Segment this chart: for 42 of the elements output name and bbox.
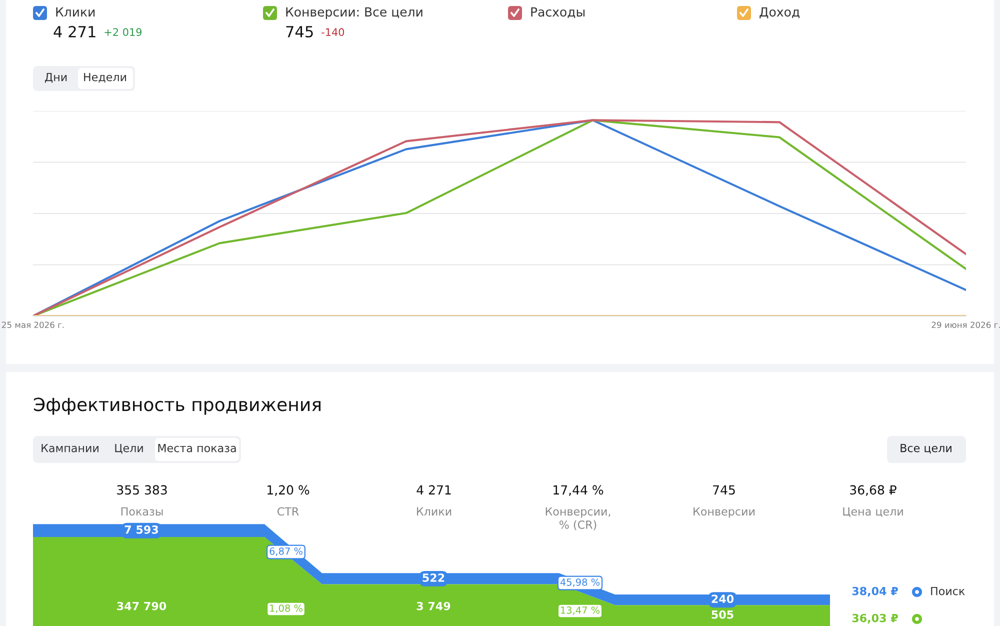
x-tick-label: 25 мая 2026 г. [2, 322, 64, 328]
text: 745 [713, 485, 735, 495]
text: 745 [286, 26, 313, 38]
text: 4 271 [416, 485, 451, 494]
text: Дни [44, 72, 67, 83]
category-label: Конверсии, % (CR) [546, 507, 610, 530]
legend-label: Расходы [531, 7, 585, 18]
data-label: 3 749 [416, 602, 450, 610]
text: Эффективность продвижения [34, 398, 320, 415]
text: 1,20 % [268, 485, 310, 496]
category-label: Клики [417, 507, 452, 516]
x-tick-label: 29 июня 2026 г. [932, 322, 1000, 328]
data-label: 13,47 % [560, 606, 600, 615]
data-label: 36,03 ₽ [852, 614, 898, 624]
data-label: 505 [712, 610, 734, 619]
data-label: 38,04 ₽ [852, 586, 898, 597]
data-label: 522 [422, 574, 444, 582]
data-label: 1,08 % [270, 604, 302, 613]
text: Кампании [42, 444, 98, 452]
text: 17,44 % [554, 485, 604, 496]
category-label: CTR [277, 507, 299, 516]
text: +2 019 [104, 28, 142, 36]
text: -140 [322, 28, 344, 36]
data-label: 240 [712, 594, 734, 604]
data-label: 7 593 [124, 525, 158, 534]
text: 355 383 [117, 485, 167, 495]
category-label: Цена цели [843, 507, 903, 518]
text: Недели [84, 72, 126, 83]
legend-label: Доход [760, 7, 800, 18]
category-label: Показы [121, 507, 163, 516]
data-label: 347 790 [117, 602, 166, 610]
text: Все цели [900, 444, 952, 454]
data-label: 45,98 % [560, 578, 600, 587]
text: 4 271 [54, 26, 96, 38]
text: Цели [115, 444, 143, 454]
legend-label: Поиск [931, 586, 965, 596]
legend-label: Конверсии: Все цели [286, 7, 422, 20]
text: Места показа [158, 444, 236, 452]
data-label: 6,87 % [270, 547, 302, 556]
text: 36,68 ₽ [850, 485, 896, 496]
legend-label: Клики [56, 7, 95, 16]
category-label: Конверсии [694, 507, 754, 518]
